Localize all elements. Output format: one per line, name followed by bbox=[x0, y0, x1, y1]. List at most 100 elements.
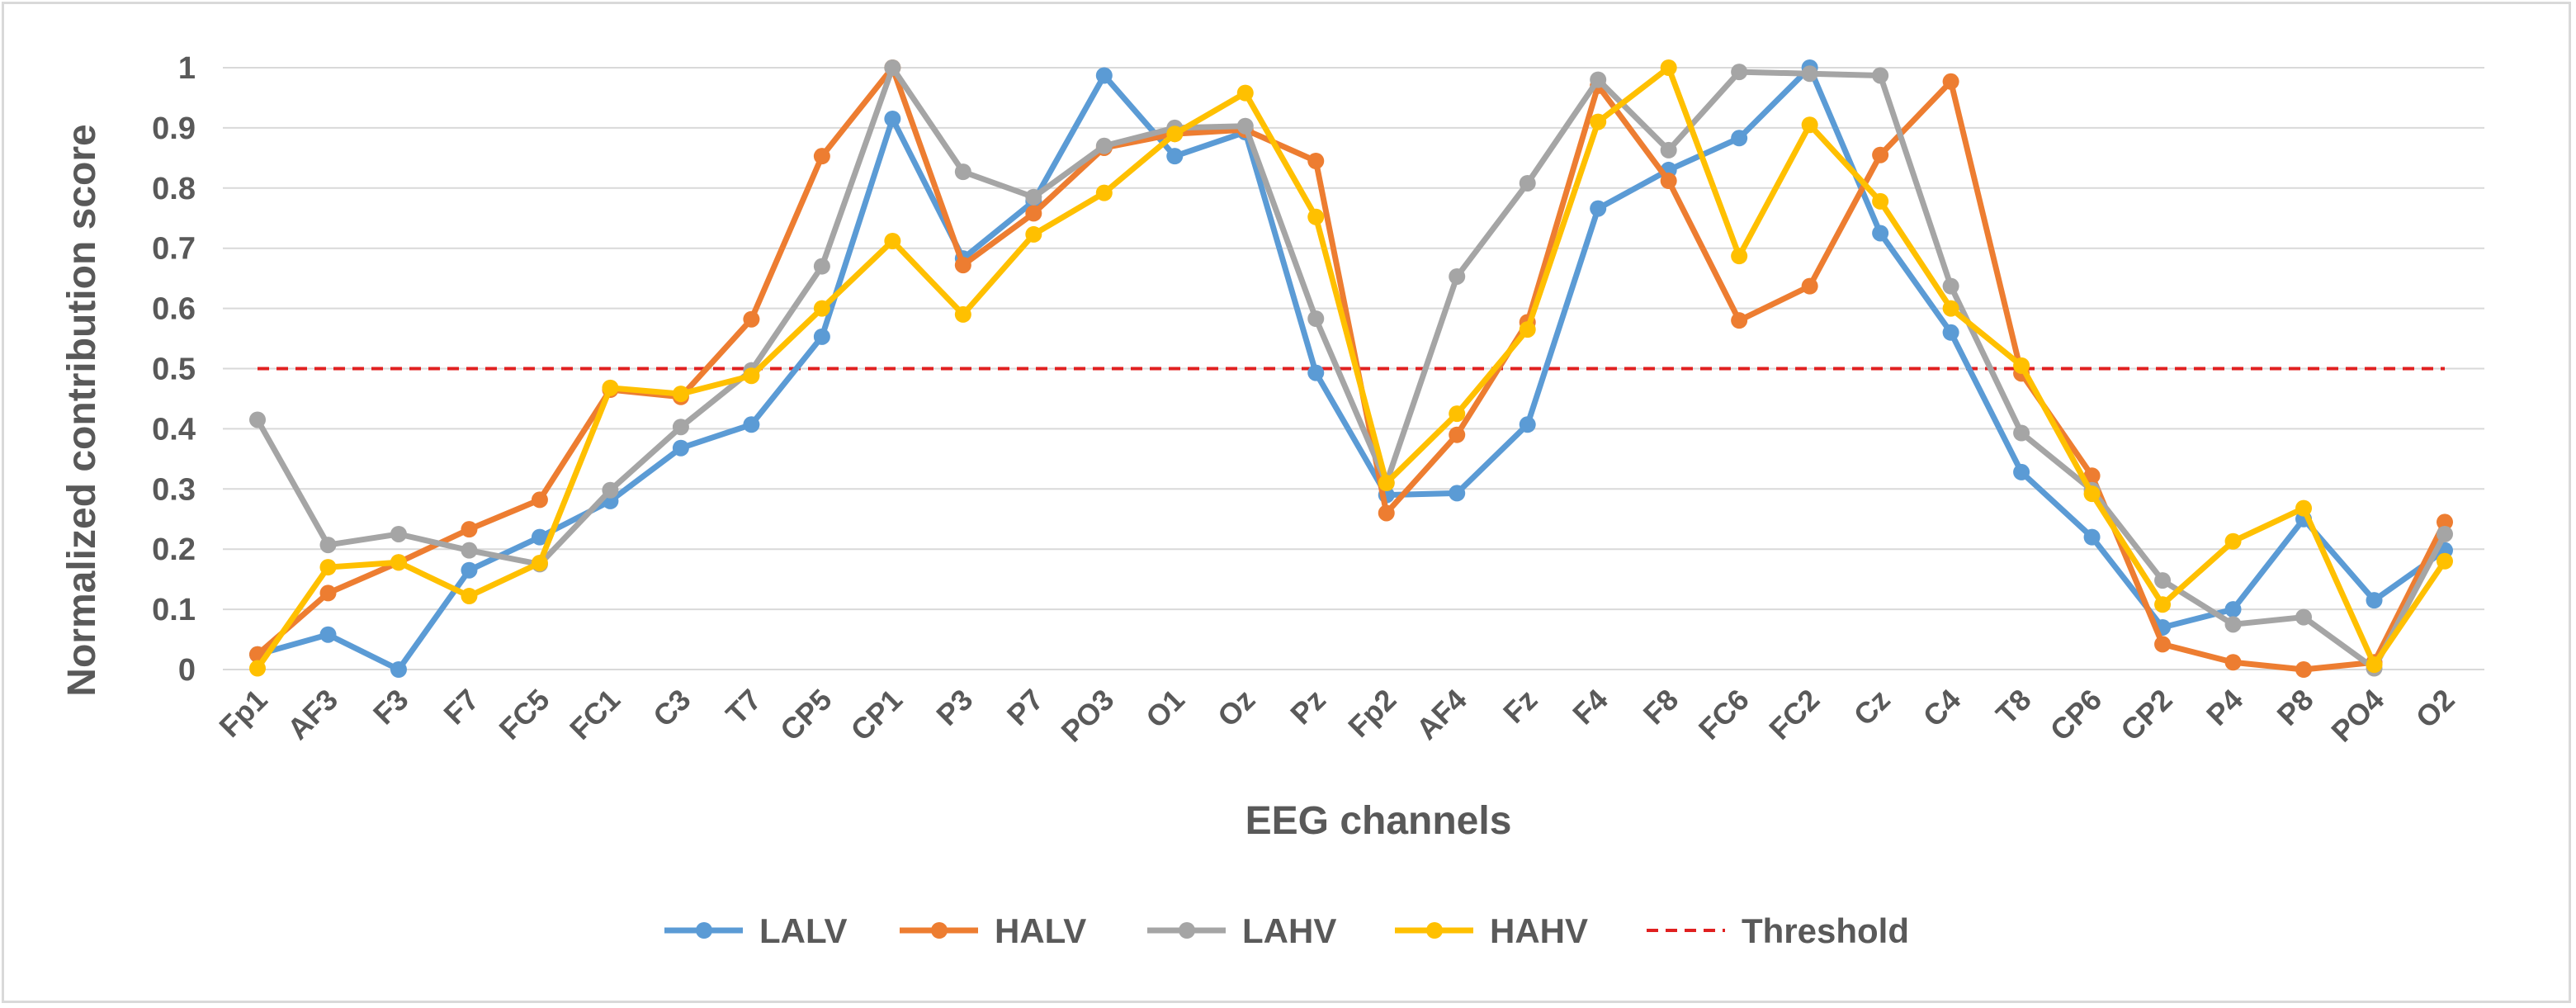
data-point bbox=[1095, 137, 1113, 154]
data-point bbox=[1025, 225, 1042, 243]
y-tick-label: 0.1 bbox=[152, 593, 196, 627]
x-tick-label: P3 bbox=[929, 683, 979, 732]
data-point bbox=[2083, 528, 2101, 546]
data-point bbox=[1872, 67, 1889, 84]
x-tick-label: PO3 bbox=[1055, 683, 1121, 749]
x-tick-label: Fp1 bbox=[212, 683, 273, 744]
data-point bbox=[884, 110, 901, 127]
data-point bbox=[1942, 73, 1959, 90]
data-point bbox=[2224, 601, 2242, 618]
legend: LALV HALV LAHV HAHV Threshold bbox=[664, 911, 1909, 950]
data-point bbox=[1801, 116, 1818, 134]
data-point bbox=[954, 163, 971, 181]
data-point bbox=[884, 232, 901, 249]
data-point bbox=[1307, 364, 1325, 381]
data-point bbox=[813, 328, 830, 345]
data-point bbox=[813, 300, 830, 317]
data-point bbox=[954, 257, 971, 274]
legend-item-lahv: LAHV bbox=[1147, 911, 1336, 950]
data-point bbox=[1872, 192, 1889, 210]
data-point bbox=[1095, 184, 1113, 201]
data-point bbox=[1025, 188, 1042, 206]
data-point bbox=[1449, 405, 1466, 423]
data-point bbox=[2295, 608, 2313, 626]
data-point bbox=[672, 439, 689, 457]
data-point bbox=[249, 411, 266, 428]
x-tick-label: Oz bbox=[1211, 683, 1262, 734]
data-point bbox=[1307, 310, 1325, 327]
data-point bbox=[1025, 205, 1042, 222]
data-point bbox=[461, 521, 478, 538]
y-axis-ticks: 0 0.1 0.2 0.3 0.4 0.5 0.6 0.7 0.8 0.9 1 bbox=[152, 51, 196, 688]
data-point bbox=[743, 416, 760, 433]
data-point bbox=[390, 661, 407, 678]
data-point bbox=[319, 559, 337, 576]
data-point bbox=[1660, 141, 1677, 159]
x-tick-label: Fp2 bbox=[1341, 683, 1402, 744]
legend-label: HALV bbox=[995, 911, 1086, 950]
data-point bbox=[2013, 357, 2030, 374]
x-tick-label: FC6 bbox=[1692, 683, 1756, 746]
data-point bbox=[602, 481, 619, 499]
data-point bbox=[1166, 125, 1184, 143]
data-point bbox=[1942, 300, 1959, 317]
legend-marker bbox=[931, 922, 948, 939]
x-tick-label: C4 bbox=[1917, 683, 1968, 734]
data-point bbox=[2083, 467, 2101, 485]
data-point bbox=[884, 59, 901, 76]
data-point bbox=[1095, 67, 1113, 84]
data-point bbox=[531, 491, 548, 509]
x-tick-label: F7 bbox=[437, 683, 485, 731]
x-tick-label: C3 bbox=[646, 683, 697, 734]
x-axis-title: EEG channels bbox=[1245, 799, 1512, 843]
data-point bbox=[461, 542, 478, 559]
data-point bbox=[1236, 117, 1254, 135]
data-point bbox=[1731, 130, 1748, 147]
x-tick-label: PO4 bbox=[2324, 683, 2390, 749]
data-point bbox=[954, 305, 971, 323]
x-tick-label: FC5 bbox=[493, 683, 556, 746]
data-point bbox=[672, 419, 689, 436]
data-point bbox=[531, 554, 548, 571]
data-point bbox=[1590, 71, 1607, 88]
x-tick-label: P7 bbox=[1000, 683, 1050, 732]
y-tick-label: 0.8 bbox=[152, 172, 196, 206]
data-point bbox=[2295, 661, 2313, 678]
data-point bbox=[319, 626, 337, 643]
x-tick-label: AF3 bbox=[281, 683, 344, 746]
legend-label: Threshold bbox=[1742, 911, 1909, 950]
data-point bbox=[2224, 654, 2242, 671]
legend-label: LALV bbox=[759, 911, 848, 950]
y-tick-label: 0.3 bbox=[152, 472, 196, 507]
y-tick-label: 0 bbox=[178, 653, 196, 688]
x-tick-label: CP5 bbox=[773, 683, 839, 748]
y-tick-label: 0.4 bbox=[152, 412, 196, 447]
x-tick-label: Cz bbox=[1847, 683, 1897, 732]
data-point bbox=[1449, 267, 1466, 285]
data-point bbox=[2154, 596, 2172, 613]
data-point bbox=[461, 561, 478, 579]
data-point bbox=[1307, 208, 1325, 225]
data-point bbox=[1590, 113, 1607, 130]
data-point bbox=[743, 367, 760, 385]
data-point bbox=[2366, 592, 2383, 609]
data-point bbox=[2083, 485, 2101, 503]
data-point bbox=[602, 379, 619, 396]
x-tick-label: CP2 bbox=[2114, 683, 2179, 748]
data-point bbox=[1872, 225, 1889, 242]
data-point bbox=[2224, 616, 2242, 633]
x-axis-ticks: Fp1 AF3 F3 F7 FC5 FC1 C3 T7 CP5 CP1 P3 P7 PO3 O1 Oz Pz F… bbox=[212, 683, 2460, 749]
line-chart: 0 0.1 0.2 0.3 0.4 0.5 0.6 0.7 0.8 0.9 1 Fp1 AF3 F3 F7… bbox=[60, 51, 2484, 950]
data-point bbox=[813, 258, 830, 275]
data-point bbox=[2224, 532, 2242, 550]
data-point bbox=[2366, 656, 2383, 674]
x-tick-label: F3 bbox=[366, 683, 415, 731]
data-point bbox=[1449, 426, 1466, 443]
legend-label: LAHV bbox=[1242, 911, 1336, 950]
data-point bbox=[2437, 513, 2453, 531]
data-point bbox=[2437, 525, 2453, 542]
data-point bbox=[1378, 475, 1395, 492]
x-tick-label: F8 bbox=[1637, 683, 1685, 731]
data-point bbox=[1590, 200, 1607, 217]
x-tick-label: F4 bbox=[1566, 683, 1614, 731]
